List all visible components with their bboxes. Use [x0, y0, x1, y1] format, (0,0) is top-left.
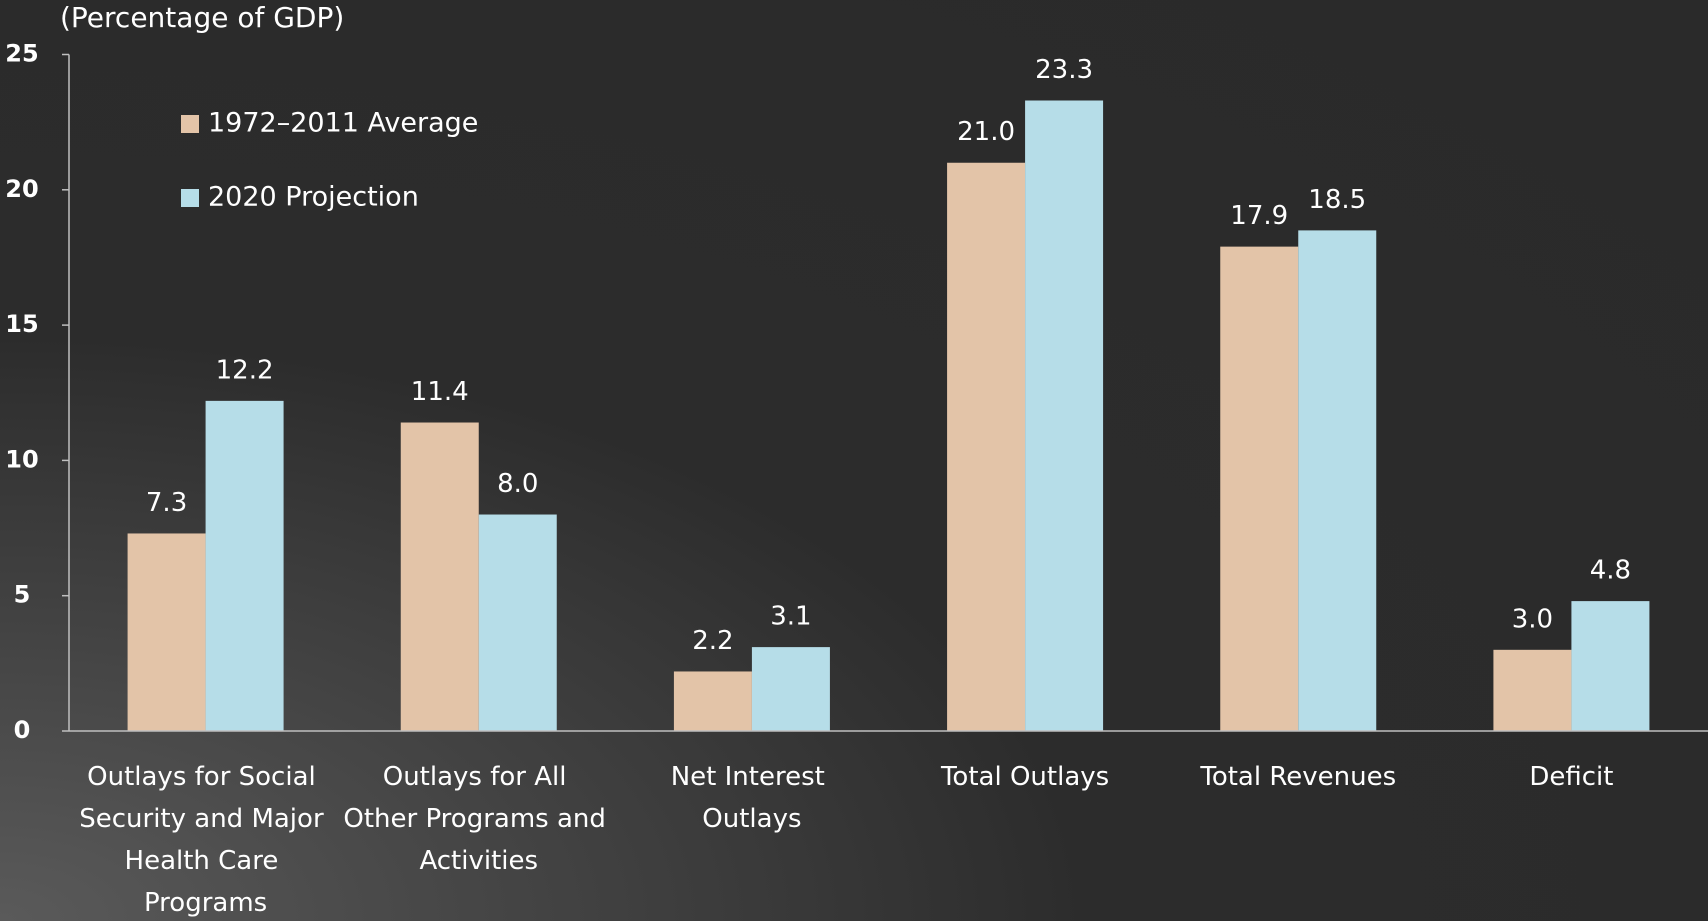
value-label: 3.1: [770, 602, 811, 632]
y-tick-label: 5: [14, 581, 31, 609]
bar: [400, 422, 479, 731]
y-tick-label: 10: [5, 445, 38, 473]
legend-swatch: [181, 189, 199, 207]
x-tick-label: Deficit: [1529, 762, 1613, 792]
y-tick-label: 0: [14, 716, 31, 744]
legend-label: 2020 Projection: [208, 182, 419, 213]
bar: [673, 671, 752, 731]
value-label: 12.2: [216, 355, 274, 385]
value-label: 17.9: [1230, 201, 1288, 231]
value-label: 7.3: [146, 488, 187, 518]
value-label: 18.5: [1308, 185, 1366, 215]
y-tick-label: 20: [5, 175, 38, 203]
value-label: 4.8: [1590, 556, 1631, 586]
x-tick-label: Outlays for All Other Programs and Activ…: [343, 762, 614, 876]
value-label: 2.2: [692, 626, 733, 656]
bar: [1025, 100, 1104, 731]
bar: [205, 400, 284, 731]
bar: [127, 533, 206, 731]
x-tick-label: Total Outlays: [940, 762, 1109, 792]
legend-swatch: [181, 115, 199, 133]
bar: [1571, 601, 1650, 731]
legend-label: 1972–2011 Average: [208, 108, 478, 139]
x-tick-label: Total Revenues: [1199, 762, 1396, 792]
value-label: 21.0: [957, 117, 1015, 147]
value-label: 3.0: [1512, 604, 1553, 634]
value-label: 11.4: [411, 377, 469, 407]
chart-subtitle: (Percentage of GDP): [60, 1, 344, 34]
bar: [478, 514, 557, 731]
y-tick-label: 15: [5, 310, 38, 338]
bar: [1220, 246, 1299, 731]
bar: [751, 647, 830, 731]
bar: [1298, 230, 1377, 731]
x-tick-label: Outlays for Social Security and Major He…: [79, 762, 332, 918]
x-tick-label: Net Interest Outlays: [671, 762, 833, 834]
y-tick-label: 25: [5, 40, 38, 68]
value-label: 8.0: [497, 469, 538, 499]
value-label: 23.3: [1035, 55, 1093, 85]
bar: [947, 162, 1026, 732]
bar: [1493, 649, 1572, 731]
